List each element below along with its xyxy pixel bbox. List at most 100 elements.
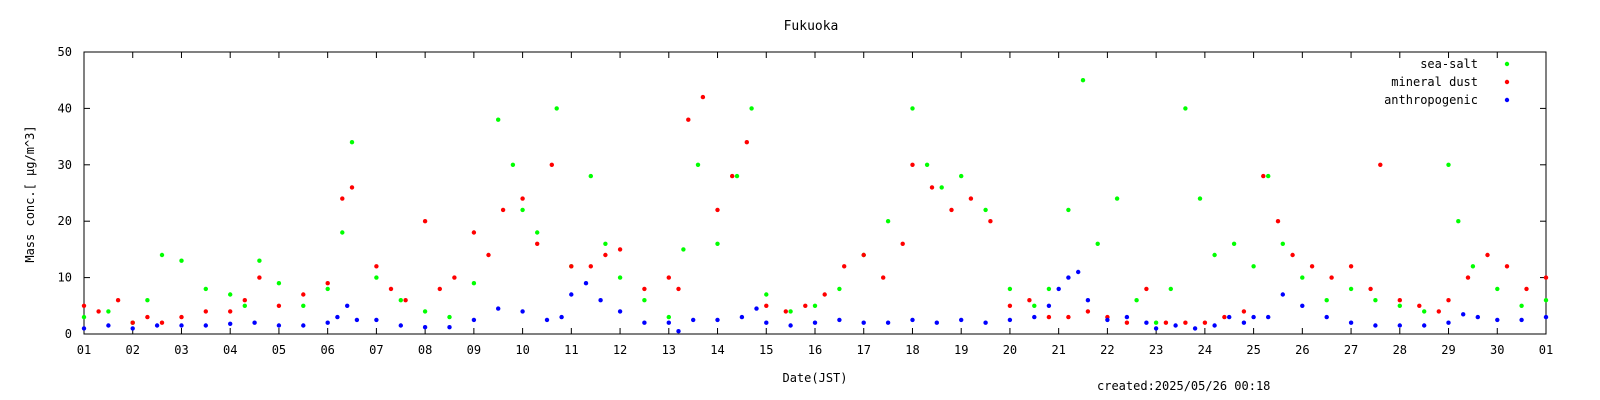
data-point <box>154 323 160 328</box>
data-point <box>617 309 623 314</box>
x-tick-label: 30 <box>1490 343 1504 357</box>
data-point <box>910 162 915 167</box>
data-point <box>1222 314 1227 320</box>
x-tick-label: 11 <box>564 343 578 357</box>
data-point <box>145 298 150 303</box>
data-point <box>588 264 593 269</box>
data-point <box>715 317 720 323</box>
data-point <box>1266 314 1271 320</box>
data-point <box>988 219 993 224</box>
data-point <box>1475 314 1481 320</box>
data-point <box>885 320 891 325</box>
data-point <box>1085 298 1091 303</box>
data-point <box>1007 317 1013 323</box>
data-point <box>617 247 623 252</box>
data-point <box>1275 219 1281 224</box>
data-point <box>1066 207 1071 213</box>
data-point <box>340 196 345 201</box>
data-point <box>910 317 915 323</box>
x-tick-label: 23 <box>1149 343 1163 357</box>
data-point <box>764 292 769 297</box>
data-point <box>842 264 847 269</box>
data-point <box>471 230 477 235</box>
data-point <box>1227 314 1232 320</box>
x-tick-label: 08 <box>418 343 432 357</box>
x-tick-label: 12 <box>613 343 627 357</box>
data-point <box>822 292 827 297</box>
data-point <box>1519 303 1524 308</box>
x-tick-label: 21 <box>1051 343 1065 357</box>
data-point <box>1027 298 1032 303</box>
data-point <box>617 275 623 280</box>
data-point <box>354 317 360 323</box>
data-point <box>1519 317 1524 323</box>
plot-series <box>81 78 1549 334</box>
x-tick-label: 14 <box>710 343 724 357</box>
data-point <box>676 286 681 292</box>
data-point <box>252 320 257 325</box>
data-point <box>1066 275 1071 280</box>
data-point <box>700 94 706 100</box>
data-point <box>959 317 964 323</box>
x-tick-label: 17 <box>857 343 871 357</box>
y-tick-label: 40 <box>58 101 72 115</box>
data-point <box>788 323 793 328</box>
x-tick-label: 16 <box>808 343 822 357</box>
data-point <box>803 303 808 308</box>
data-point <box>929 185 935 190</box>
data-point <box>374 275 379 280</box>
data-point <box>959 173 964 179</box>
x-tick-label: 29 <box>1441 343 1455 357</box>
data-point <box>228 309 233 314</box>
data-point <box>1183 106 1188 111</box>
data-point <box>695 162 701 167</box>
x-tick-label: 01 <box>77 343 91 357</box>
data-point <box>1153 320 1159 325</box>
legend-marker <box>1504 97 1510 103</box>
data-point <box>1378 162 1383 167</box>
data-point <box>1192 326 1198 331</box>
data-point <box>1373 298 1378 303</box>
data-point <box>345 303 350 308</box>
data-point <box>749 106 754 111</box>
data-point <box>388 286 394 292</box>
x-tick-label: 27 <box>1344 343 1358 357</box>
data-point <box>145 314 150 320</box>
data-point <box>1446 320 1451 325</box>
data-point <box>812 320 818 325</box>
x-tick-label: 01 <box>1539 343 1553 357</box>
data-point <box>179 323 184 328</box>
data-point <box>666 314 671 320</box>
data-point <box>106 323 111 328</box>
data-point <box>1280 292 1286 297</box>
data-point <box>642 320 647 325</box>
data-point <box>1495 286 1500 292</box>
data-point <box>569 264 574 269</box>
data-point <box>242 303 247 308</box>
y-tick-label: 0 <box>65 327 72 341</box>
data-point <box>1134 298 1139 303</box>
data-point <box>349 185 355 190</box>
legend-marker <box>1504 61 1510 67</box>
data-point <box>276 281 282 286</box>
data-point <box>1280 241 1286 246</box>
data-point <box>335 314 340 320</box>
legend-marker <box>1504 79 1510 85</box>
data-point <box>544 317 550 323</box>
data-point <box>437 286 442 292</box>
data-point <box>1056 286 1061 292</box>
data-point <box>1144 320 1149 325</box>
data-point <box>603 241 608 246</box>
data-point <box>1300 275 1305 280</box>
data-point <box>106 309 111 314</box>
data-point <box>228 321 233 326</box>
data-point <box>569 292 574 297</box>
data-point <box>983 320 988 325</box>
data-point <box>179 314 184 320</box>
data-point <box>1504 264 1510 269</box>
data-point <box>1465 275 1471 280</box>
data-point <box>1231 241 1237 246</box>
x-axis-label: Date(JST) <box>782 371 847 385</box>
series-anthropogenic <box>81 269 1549 334</box>
